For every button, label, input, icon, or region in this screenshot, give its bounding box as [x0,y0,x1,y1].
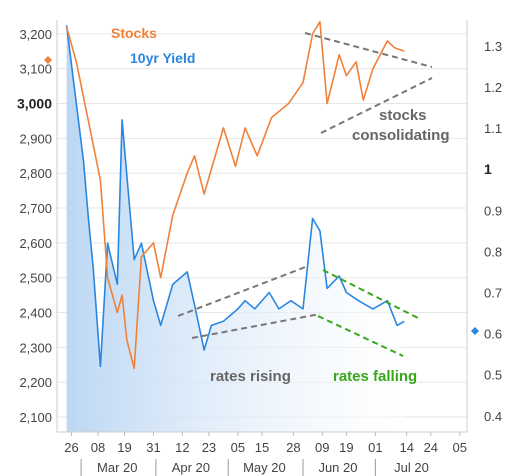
month-label: Jul 20 [394,460,429,475]
x-tick-label: 28 [286,440,300,455]
right-tick-label: 0.6 [484,327,502,342]
month-label: May 20 [243,460,286,475]
right-tick-label: 0.5 [484,368,502,383]
x-tick-label: 19 [339,440,353,455]
right-tick-label: 1.1 [484,121,502,136]
right-tick-label: 0.7 [484,285,502,300]
annotation-stocks-consolidating-line2: consolidating [352,127,450,144]
x-tick-label: 23 [202,440,216,455]
left-tick-label: 2,100 [19,410,52,425]
x-tick-label: 01 [368,440,382,455]
trend-stocks-upper [304,32,433,68]
x-tick-label: 05 [231,440,245,455]
yield-area [66,25,405,433]
series-line-stocks [65,20,405,370]
trend-lines [177,32,433,357]
series-layer [65,20,405,370]
right-tick-label: 1.2 [484,80,502,95]
right-tick-label: 1 [484,161,492,177]
left-tick-label: 3,100 [19,62,52,77]
right-tick-label: 0.4 [484,409,502,424]
left-tick-label: 2,400 [19,306,52,321]
left-tick-label: 2,600 [19,236,52,251]
right-tick-label: 0.9 [484,203,502,218]
yield-area-fill [66,25,405,433]
x-tick-label: 19 [117,440,131,455]
legend-yield: 10yr Yield [130,50,195,66]
right-tick-label: 1.3 [484,39,502,54]
trend-falling-upper [322,269,419,319]
x-tick-label: 15 [255,440,269,455]
x-tick-label: 26 [64,440,78,455]
legend-stocks: Stocks [111,25,157,41]
left-axis-ticks: 3,200 3,100 3,000 2,900 2,800 2,700 2,600 2,500… [17,27,52,425]
right-tick-label: 0.8 [484,244,502,259]
left-tick-label: 2,500 [19,271,52,286]
annotation-stocks-consolidating-line1: stocks [379,107,427,124]
month-label: Jun 20 [318,460,357,475]
stocks-current-marker [44,56,52,64]
left-tick-label: 2,700 [19,201,52,216]
month-label: Apr 20 [172,460,210,475]
series-line-yield [65,25,405,368]
annotation-stocks-consolidating: stocks consolidating [352,107,450,144]
trend-rates-lower [191,313,321,339]
x-tick-label: 24 [424,440,438,455]
x-tick-label: 09 [315,440,329,455]
left-tick-label: 2,800 [19,166,52,181]
trend-falling-lower [317,315,404,357]
trend-stocks-lower [320,77,433,134]
left-tick-label: 2,900 [19,131,52,146]
annotation-rates-falling: rates falling [333,368,417,385]
left-tick-label: 3,000 [17,96,52,112]
x-axis-months: Mar 20 Apr 20 May 20 Jun 20 Jul 20 [80,459,429,476]
x-tick-label: 05 [453,440,467,455]
left-tick-label: 3,200 [19,27,52,42]
month-label: Mar 20 [97,460,137,475]
x-tick-label: 31 [146,440,160,455]
x-axis-ticks: 26 08 19 31 12 23 05 15 28 09 19 01 14 24 05 [64,432,467,455]
x-tick-label: 12 [175,440,189,455]
x-tick-label: 14 [399,440,413,455]
trend-rates-upper [177,265,309,317]
annotation-rates-rising: rates rising [210,368,291,385]
yield-current-marker [471,327,479,335]
left-tick-label: 2,300 [19,340,52,355]
x-tick-label: 08 [91,440,105,455]
right-axis-ticks: 1.3 1.2 1.1 1 0.9 0.8 0.7 0.6 0.5 0.4 [484,39,502,424]
left-tick-label: 2,200 [19,375,52,390]
